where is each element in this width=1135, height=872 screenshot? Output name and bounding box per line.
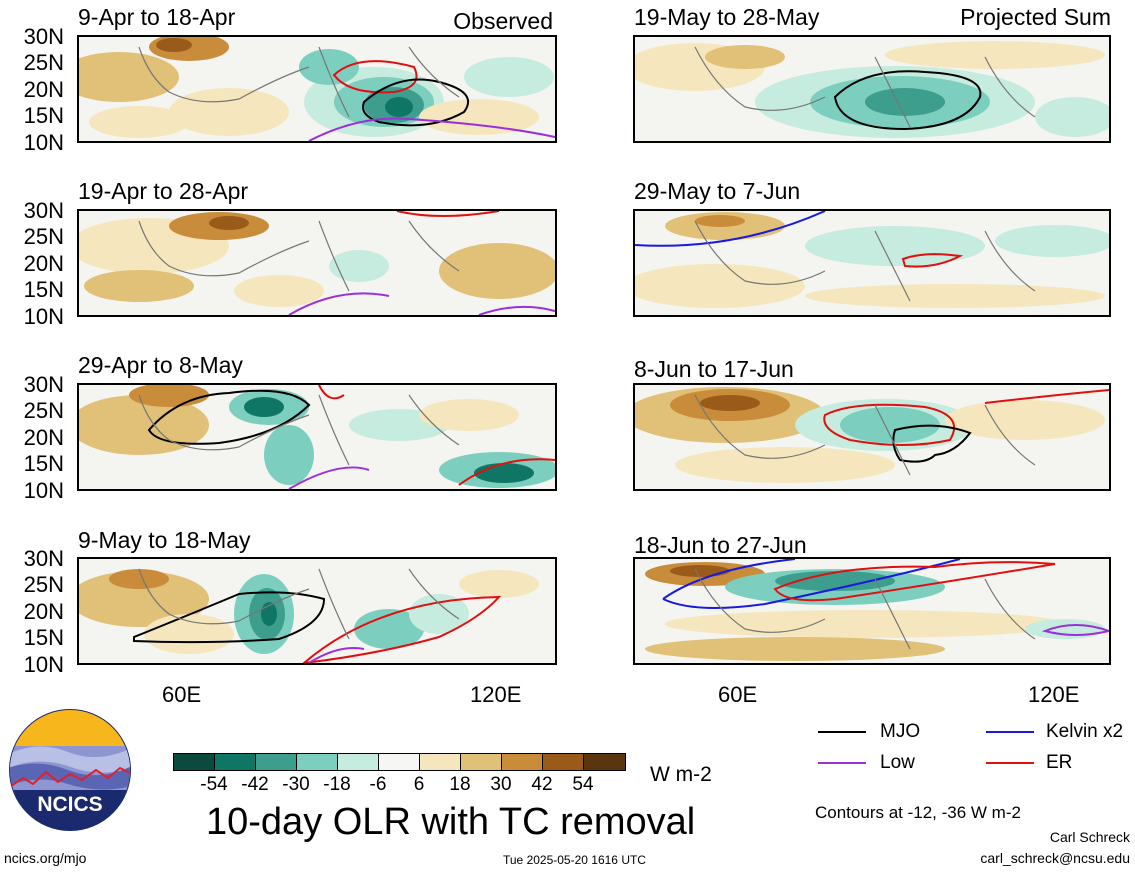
legend-line-mjo [818,731,866,733]
author-email: carl_schreck@ncsu.edu [980,850,1130,866]
colorbar-tick: 54 [572,774,594,795]
colorbar-tick: -18 [323,774,351,795]
colorbar-tick: 30 [490,774,512,795]
colorbar-swatch [255,753,297,771]
panel-title-2: 19-May to 28-May [634,4,820,30]
ncics-logo-icon: NCICS [9,709,131,831]
colorbar-swatch [214,753,256,771]
olr-field [635,41,1109,138]
lat-label: 20N [23,77,64,102]
lat-label: 10N [23,478,64,503]
olr-field [635,211,1109,308]
panel-label-projected: Projected Sum [960,4,1111,30]
legend-line-kelvin [986,731,1034,733]
colorbar-swatch [583,753,626,771]
panel-title-7: 9-May to 18-May [78,527,251,553]
lat-label: 10N [23,130,64,155]
lat-label: 20N [23,251,64,276]
colorbar-tick: 6 [413,774,425,795]
panel-label-observed: Observed [453,8,553,34]
panel-title-1: 9-Apr to 18-Apr [78,4,236,30]
lon-label-60e-left: 60E [162,682,202,707]
colorbar-swatch [542,753,584,771]
colorbar-swatch [501,753,543,771]
figure-title: 10-day OLR with TC removal [206,801,696,843]
lat-label: 10N [23,304,64,329]
lat-label: 25N [23,224,64,249]
colorbar-swatch [419,753,461,771]
legend-label-er: ER [1046,752,1073,773]
lat-label: 15N [23,451,64,476]
lat-label: 30N [23,198,64,223]
map-panel-8 [633,557,1111,665]
legend-label-mjo: MJO [880,721,921,742]
legend-line-er [986,762,1034,764]
timestamp: Tue 2025-05-20 1616 UTC [503,853,646,867]
lat-label: 25N [23,572,64,597]
lat-label: 15N [23,277,64,302]
colorbar-swatch [173,753,215,771]
legend-line-low [818,762,866,764]
map-panel-1 [77,35,557,143]
colorbar-tick: -42 [241,774,269,795]
colorbar-tick: -6 [369,774,387,795]
lat-label: 15N [23,625,64,650]
map-panel-5 [77,383,557,491]
olr-field [79,37,555,141]
map-panel-4 [633,209,1111,317]
lat-label: 20N [23,425,64,450]
colorbar-tick: -54 [200,774,228,795]
colorbar-unit: W m-2 [650,763,712,786]
lat-label: 15N [23,103,64,128]
colorbar-swatch [296,753,338,771]
lat-label: 30N [23,372,64,397]
map-panel-3 [77,209,557,317]
colorbar-ticks: -54 -42 -30 -18 -6 6 18 30 42 54 [173,775,626,797]
author-name: Carl Schreck [1049,829,1130,845]
panel-title-8: 18-Jun to 27-Jun [634,532,807,558]
olr-field [635,387,1109,483]
olr-field [79,385,555,489]
colorbar-tick: 42 [531,774,553,795]
lon-label-120e-left: 120E [470,682,522,707]
lat-label: 20N [23,599,64,624]
lat-label: 30N [23,24,64,49]
legend-label-kelvin: Kelvin x2 [1046,721,1124,742]
lat-label: 25N [23,50,64,75]
map-panel-6 [633,383,1111,491]
colorbar-swatch [460,753,502,771]
lon-label-120e-right: 120E [1028,682,1080,707]
colorbar-tick: -30 [282,774,310,795]
lat-label: 30N [23,546,64,571]
panel-title-6: 8-Jun to 17-Jun [634,356,794,382]
panel-title-4: 29-May to 7-Jun [634,178,801,204]
lon-label-60e-right: 60E [718,682,758,707]
map-panel-7 [77,557,557,665]
colorbar-swatch [337,753,379,771]
colorbar [173,753,626,771]
lat-label: 10N [23,652,64,677]
ncics-logo-text: NCICS [37,793,102,816]
colorbar-tick: 18 [449,774,471,795]
olr-field [645,559,1109,661]
ncics-logo: NCICS [8,708,132,832]
lat-label: 25N [23,398,64,423]
site-url: ncics.org/mjo [4,850,87,866]
olr-field [79,568,539,663]
map-panel-2 [633,35,1111,143]
contours-note: Contours at -12, -36 W m-2 [815,803,1021,822]
panel-title-3: 19-Apr to 28-Apr [78,178,249,204]
olr-field [79,211,555,315]
colorbar-swatch [378,753,420,771]
legend-label-low: Low [880,752,915,773]
panel-title-5: 29-Apr to 8-May [78,352,243,378]
